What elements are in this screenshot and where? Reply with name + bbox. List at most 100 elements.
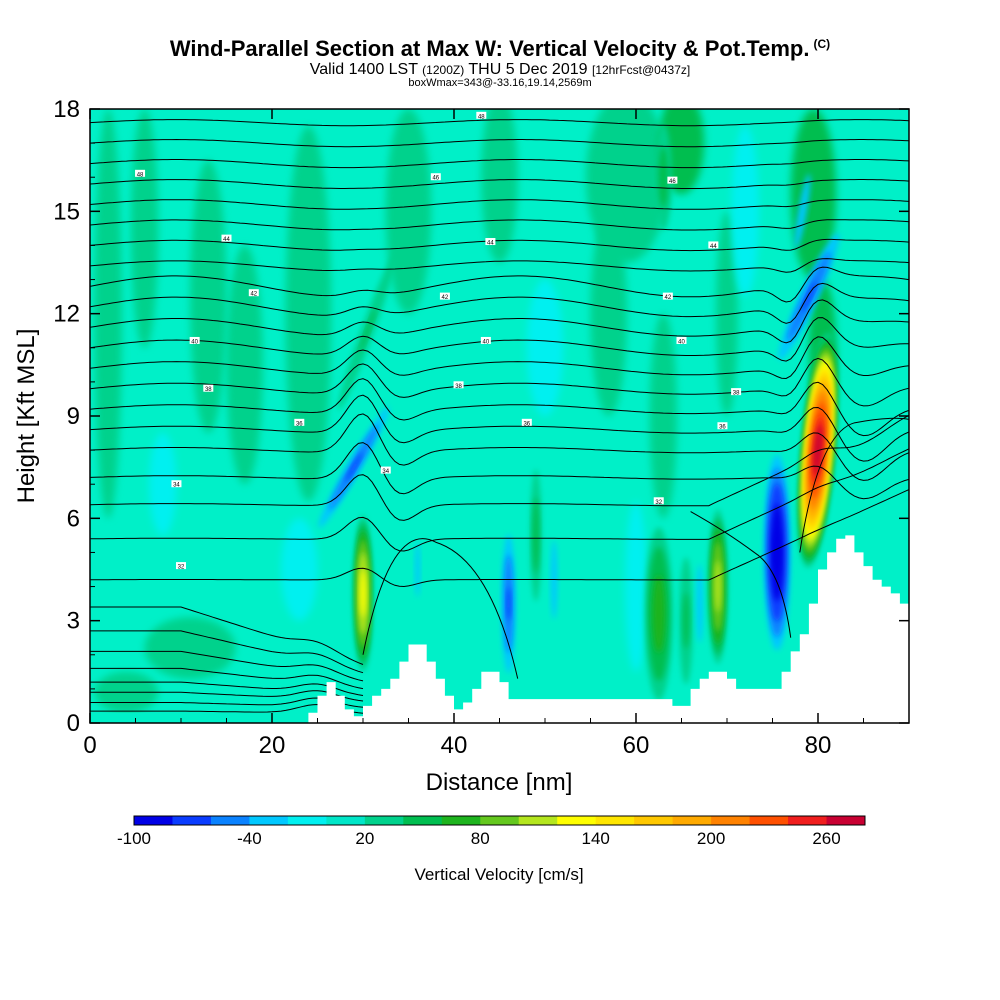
colorbar-swatch	[210, 816, 250, 825]
contour-label: 42	[248, 289, 259, 298]
contour-label-text: 42	[442, 295, 449, 301]
contour-label-bg	[176, 562, 186, 570]
y-tick-label: 6	[67, 505, 80, 532]
velocity-streak	[285, 126, 332, 502]
contour-label: 40	[480, 336, 491, 345]
y-tick-label: 15	[53, 198, 80, 225]
colorbar-swatch	[826, 816, 866, 825]
contour-label-text: 44	[223, 237, 230, 243]
isentrope	[90, 317, 909, 362]
contour-label: 48	[135, 169, 146, 178]
contour-label: 42	[439, 292, 450, 301]
velocity-streak	[94, 109, 122, 519]
contour-label: 34	[171, 480, 182, 489]
isentrope	[90, 219, 909, 231]
velocity-streak	[149, 433, 177, 536]
chart-boxwmax-note: boxWmax=343@-33.16,19.14,2569m	[408, 77, 592, 89]
updraft-cell	[679, 557, 693, 685]
contour-label-bg	[521, 418, 532, 426]
colorbar-swatch	[672, 816, 712, 825]
colorbar-swatch	[518, 816, 558, 825]
contour-label-bg	[171, 480, 182, 488]
velocity-level	[360, 569, 366, 618]
colorbar-tick-label: 200	[697, 829, 725, 848]
colorbar-swatch	[364, 816, 404, 825]
downdraft-cell	[764, 454, 791, 651]
chart-subtitle: Valid 1400 LST (1200Z) THU 5 Dec 2019 [1…	[309, 61, 691, 78]
colorbar-tick-label: 20	[355, 829, 374, 848]
contour-label-text: 48	[137, 172, 144, 178]
contour-label-bg	[662, 292, 673, 300]
contour-label-bg	[248, 289, 259, 297]
y-tick-label: 12	[53, 301, 80, 328]
velocity-level	[345, 452, 363, 482]
contour-label-text: 36	[296, 421, 303, 427]
isentrope-low	[90, 606, 364, 665]
velocity-streak	[385, 109, 432, 314]
x-axis-label: Distance [nm]	[426, 769, 573, 796]
contour-label: 44	[485, 238, 496, 247]
y-tick-label: 18	[53, 96, 80, 123]
velocity-streak	[144, 617, 236, 679]
isentrope	[90, 336, 909, 380]
x-tick-label: 60	[623, 732, 650, 759]
colorbar-swatch	[403, 816, 443, 825]
updraft-cell	[353, 514, 373, 672]
contour-label-bg	[717, 422, 728, 430]
colorbar-tick-label: 260	[812, 829, 840, 848]
contour-label: 36	[717, 422, 728, 431]
contour-label-text: 36	[719, 425, 726, 431]
theta-contour-labels: 48 46 46 48 44 44 44 42 42 42 40 40 40 38 38 38 36 36 36 34…	[135, 111, 742, 571]
contour-label-bg	[439, 292, 450, 300]
contour-label: 38	[731, 388, 742, 397]
colorbar-swatch	[287, 816, 327, 825]
terrain	[90, 535, 909, 723]
isentrope-low	[799, 417, 909, 553]
velocity-streak	[590, 211, 627, 416]
surface-layer	[90, 712, 291, 723]
velocity-streak	[281, 518, 318, 621]
contour-label-text: 46	[432, 176, 439, 182]
colorbar-swatch	[249, 816, 289, 825]
contour-label-text: 40	[678, 339, 685, 345]
contour-label: 46	[667, 176, 678, 185]
contour-label-text: 44	[710, 244, 717, 250]
colorbar-tick-label: -100	[117, 829, 151, 848]
downdraft-cell	[501, 533, 516, 674]
contour-label-text: 36	[523, 421, 530, 427]
colorbar-swatch	[557, 816, 597, 825]
velocity-streak	[716, 211, 738, 416]
contour-label-bg	[380, 466, 391, 474]
isentrope	[90, 199, 909, 210]
velocity-streak	[190, 160, 227, 434]
contour-label-bg	[731, 388, 742, 396]
contour-label-text: 32	[655, 500, 662, 506]
contour-label: 44	[221, 234, 232, 243]
colorbar-swatch	[441, 816, 481, 825]
x-tick-label: 20	[259, 732, 286, 759]
contour-label-text: 42	[250, 292, 257, 298]
isentrope	[90, 299, 909, 344]
contour-label-text: 38	[733, 391, 740, 397]
contour-label-bg	[294, 418, 305, 426]
contour-label-text: 34	[173, 483, 180, 489]
velocity-level	[696, 564, 703, 643]
isentrope	[90, 258, 909, 273]
contour-label-text: 40	[191, 339, 198, 345]
velocity-level	[652, 575, 665, 653]
contour-label-text: 32	[178, 565, 185, 571]
contour-label: 38	[203, 384, 214, 393]
isentrope-low	[690, 511, 792, 638]
chart-title: Wind-Parallel Section at Max W: Vertical…	[169, 36, 831, 61]
isentrope	[90, 448, 909, 552]
contour-label: 40	[189, 336, 200, 345]
contour-label-bg	[189, 336, 200, 344]
downdraft-cell	[415, 542, 421, 597]
contour-label-text: 44	[487, 241, 494, 247]
x-tick-label: 80	[805, 732, 832, 759]
colorbar-label: Vertical Velocity [cm/s]	[414, 865, 583, 884]
isentrope	[90, 414, 909, 521]
velocity-streak	[481, 109, 518, 263]
